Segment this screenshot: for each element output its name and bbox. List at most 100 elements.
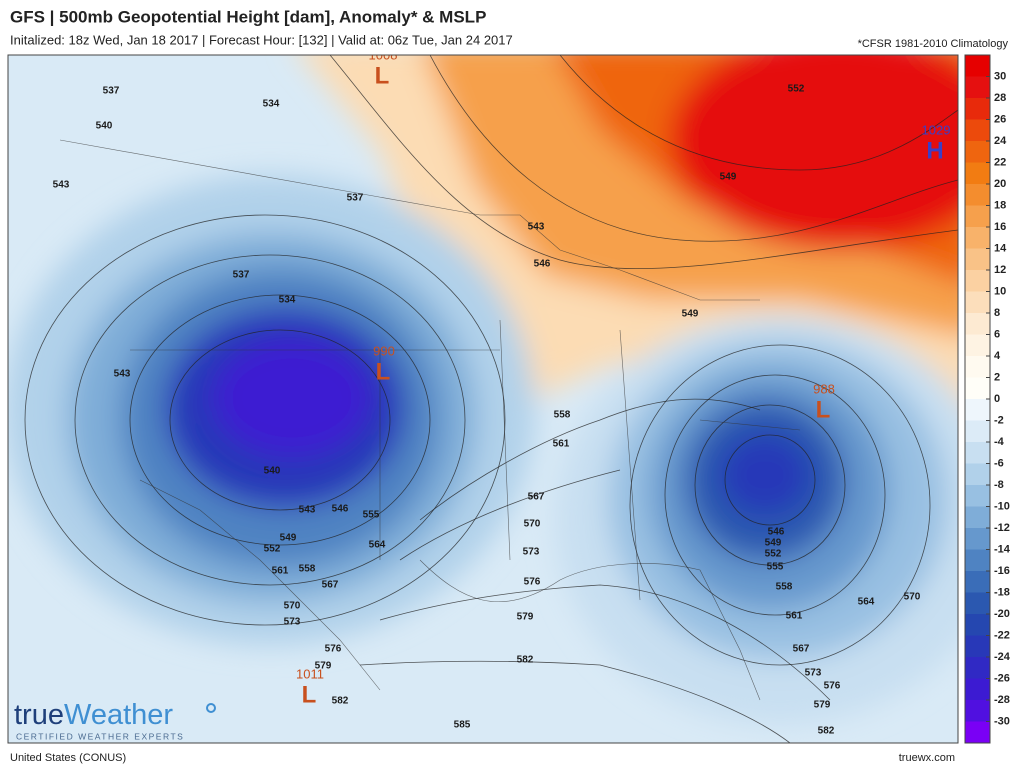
colorbar-swatch: [965, 205, 990, 228]
colorbar-tick-label: 16: [994, 221, 1006, 233]
footer-site: truewx.com: [899, 752, 955, 764]
colorbar-swatch: [965, 313, 990, 335]
colorbar-swatch: [965, 76, 990, 99]
colorbar-swatch: [965, 571, 990, 593]
contour-label: 564: [369, 540, 386, 551]
colorbar: 302826242220181614121086420-2-4-6-8-10-1…: [964, 54, 1011, 744]
contour-label: 564: [858, 597, 875, 608]
colorbar-swatch: [965, 291, 990, 314]
contour-label: 540: [96, 121, 113, 132]
colorbar-tick-label: 22: [994, 156, 1006, 168]
contour-label: 567: [793, 644, 810, 655]
logo-tagline: CERTIFIED WEATHER EXPERTS: [16, 731, 184, 741]
colorbar-tick-label: -22: [994, 629, 1010, 641]
colorbar-swatch: [965, 592, 990, 615]
colorbar-swatch: [965, 270, 990, 292]
pressure-value: 1008: [369, 47, 398, 62]
contour-label: 579: [517, 612, 534, 623]
contour-label: 567: [322, 580, 339, 591]
colorbar-swatch: [965, 399, 990, 421]
colorbar-tick-label: 28: [994, 92, 1006, 104]
contour-label: 540: [264, 466, 281, 477]
colorbar-tick-label: -30: [994, 715, 1010, 727]
contour-label: 573: [805, 668, 822, 679]
contour-label: 558: [554, 410, 571, 421]
contour-label: 534: [279, 295, 296, 306]
pressure-symbol: L: [376, 358, 391, 385]
colorbar-swatch: [965, 506, 990, 529]
colorbar-tick-label: 18: [994, 199, 1006, 211]
contour-label: 570: [904, 592, 921, 603]
borders: [59, 139, 801, 701]
colorbar-swatch: [965, 162, 990, 185]
colorbar-swatch: [965, 528, 990, 550]
colorbar-tick-label: 0: [994, 393, 1000, 405]
contour-label: 579: [315, 661, 332, 672]
colorbar-tick-label: -2: [994, 414, 1004, 426]
colorbar-swatch: [965, 184, 990, 206]
pressure-value: 988: [813, 381, 835, 396]
colorbar-tick-label: -16: [994, 565, 1010, 577]
contour-label: 582: [332, 696, 349, 707]
contour-label: 549: [720, 172, 737, 183]
contour-label: 561: [272, 566, 289, 577]
contour-label: 558: [776, 582, 793, 593]
contour-label: 546: [332, 504, 349, 515]
contour-label: 555: [767, 562, 784, 573]
colorbar-tick-label: 20: [994, 178, 1006, 190]
logo: trueWeather CERTIFIED WEATHER EXPERTS: [14, 699, 216, 741]
colorbar-swatch: [965, 485, 990, 507]
colorbar-swatch: [965, 98, 990, 120]
title: GFS | 500mb Geopotential Height [dam], A…: [10, 7, 486, 26]
pressure-symbol: L: [375, 62, 390, 89]
pressure-value: 1011: [296, 666, 324, 681]
contour-label: 555: [363, 510, 380, 521]
logo-text: trueWeather: [14, 699, 173, 731]
logo-dot: [206, 703, 216, 713]
climatology-note: *CFSR 1981-2010 Climatology: [858, 38, 1009, 50]
contour-label: 549: [765, 538, 782, 549]
contour-label: 543: [528, 222, 545, 233]
contour-label: 543: [114, 369, 131, 380]
colorbar-tick-label: -6: [994, 457, 1004, 469]
colorbar-swatch: [965, 635, 990, 658]
logo-part: true: [14, 699, 64, 731]
colorbar-swatch: [965, 356, 990, 378]
contour-label: 576: [325, 644, 342, 655]
logo-part: Weather: [64, 699, 173, 731]
contour-label: 579: [814, 700, 831, 711]
contour-label: 552: [264, 544, 281, 555]
contour-label: 537: [233, 270, 250, 281]
contour-label: 561: [553, 439, 570, 450]
map-frame: [7, 54, 959, 744]
subtitle: Initalized: 18z Wed, Jan 18 2017 | Forec…: [10, 32, 513, 47]
colorbar-tick-label: 2: [994, 371, 1000, 383]
contour-label: 552: [788, 84, 805, 95]
contour-label: 558: [299, 564, 316, 575]
pressure-symbol: H: [926, 137, 943, 164]
colorbar-tick-label: -14: [994, 543, 1011, 555]
pressure-value: 1029: [922, 122, 951, 137]
contour-label: 543: [299, 505, 316, 516]
colorbar-tick-label: -28: [994, 694, 1010, 706]
contour-label: 546: [534, 259, 551, 270]
colorbar-tick-label: 30: [994, 70, 1006, 82]
colorbar-swatch: [965, 248, 990, 271]
colorbar-tick-label: 24: [994, 135, 1007, 147]
colorbar-tick-label: 8: [994, 307, 1000, 319]
colorbar-swatch: [965, 227, 990, 249]
colorbar-swatch: [965, 119, 990, 142]
colorbar-tick-label: 10: [994, 285, 1006, 297]
colorbar-swatch: [965, 377, 990, 400]
colorbar-tick-label: 4: [994, 350, 1001, 362]
colorbar-swatch: [965, 657, 990, 679]
pressure-value: 990: [373, 343, 395, 358]
contour-label: 552: [765, 549, 782, 560]
pressure-symbol: L: [302, 681, 317, 708]
contour-label: 567: [528, 492, 545, 503]
colorbar-swatch: [965, 614, 990, 636]
colorbar-swatch: [965, 442, 990, 464]
colorbar-swatch: [965, 334, 990, 357]
